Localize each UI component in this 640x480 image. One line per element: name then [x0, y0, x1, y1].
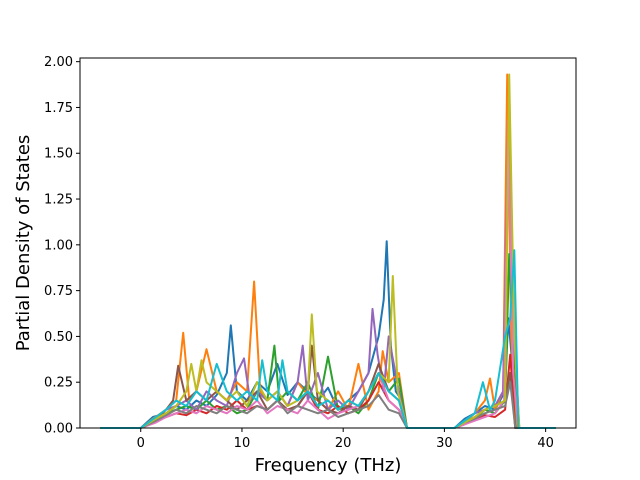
plot-frame [79, 57, 577, 429]
x-ticks: 0 10 20 30 40 [137, 428, 554, 451]
y-axis-label: Partial Density of States [13, 135, 34, 352]
y-tick-label: 1.75 [44, 101, 73, 116]
series-line-7 [100, 119, 556, 429]
x-axis-label: Frequency (THz) [255, 455, 402, 476]
series-line-8 [100, 381, 556, 429]
y-tick-label: 1.00 [44, 238, 73, 253]
series-line-5 [100, 124, 556, 429]
y-tick-label: 1.50 [44, 147, 73, 162]
series-line-9 [100, 73, 556, 429]
y-ticks: 0.00 0.25 0.50 0.75 1.00 1.25 1.50 1.75 2.00 [44, 55, 80, 437]
series-layer [100, 73, 556, 429]
plot-background [80, 58, 576, 428]
y-tick-label: 0.25 [44, 376, 73, 391]
x-tick-label: 10 [234, 436, 251, 451]
x-tick-label: 0 [137, 436, 145, 451]
y-tick-label: 1.25 [44, 193, 73, 208]
y-tick-label: 0.75 [44, 284, 73, 299]
series-line-10 [100, 249, 556, 429]
x-tick-label: 30 [436, 436, 453, 451]
y-tick-label: 0.50 [44, 330, 73, 345]
x-tick-label: 40 [537, 436, 554, 451]
y-tick-label: 0.00 [44, 422, 73, 437]
x-tick-label: 20 [335, 436, 352, 451]
y-tick-label: 2.00 [44, 55, 73, 70]
